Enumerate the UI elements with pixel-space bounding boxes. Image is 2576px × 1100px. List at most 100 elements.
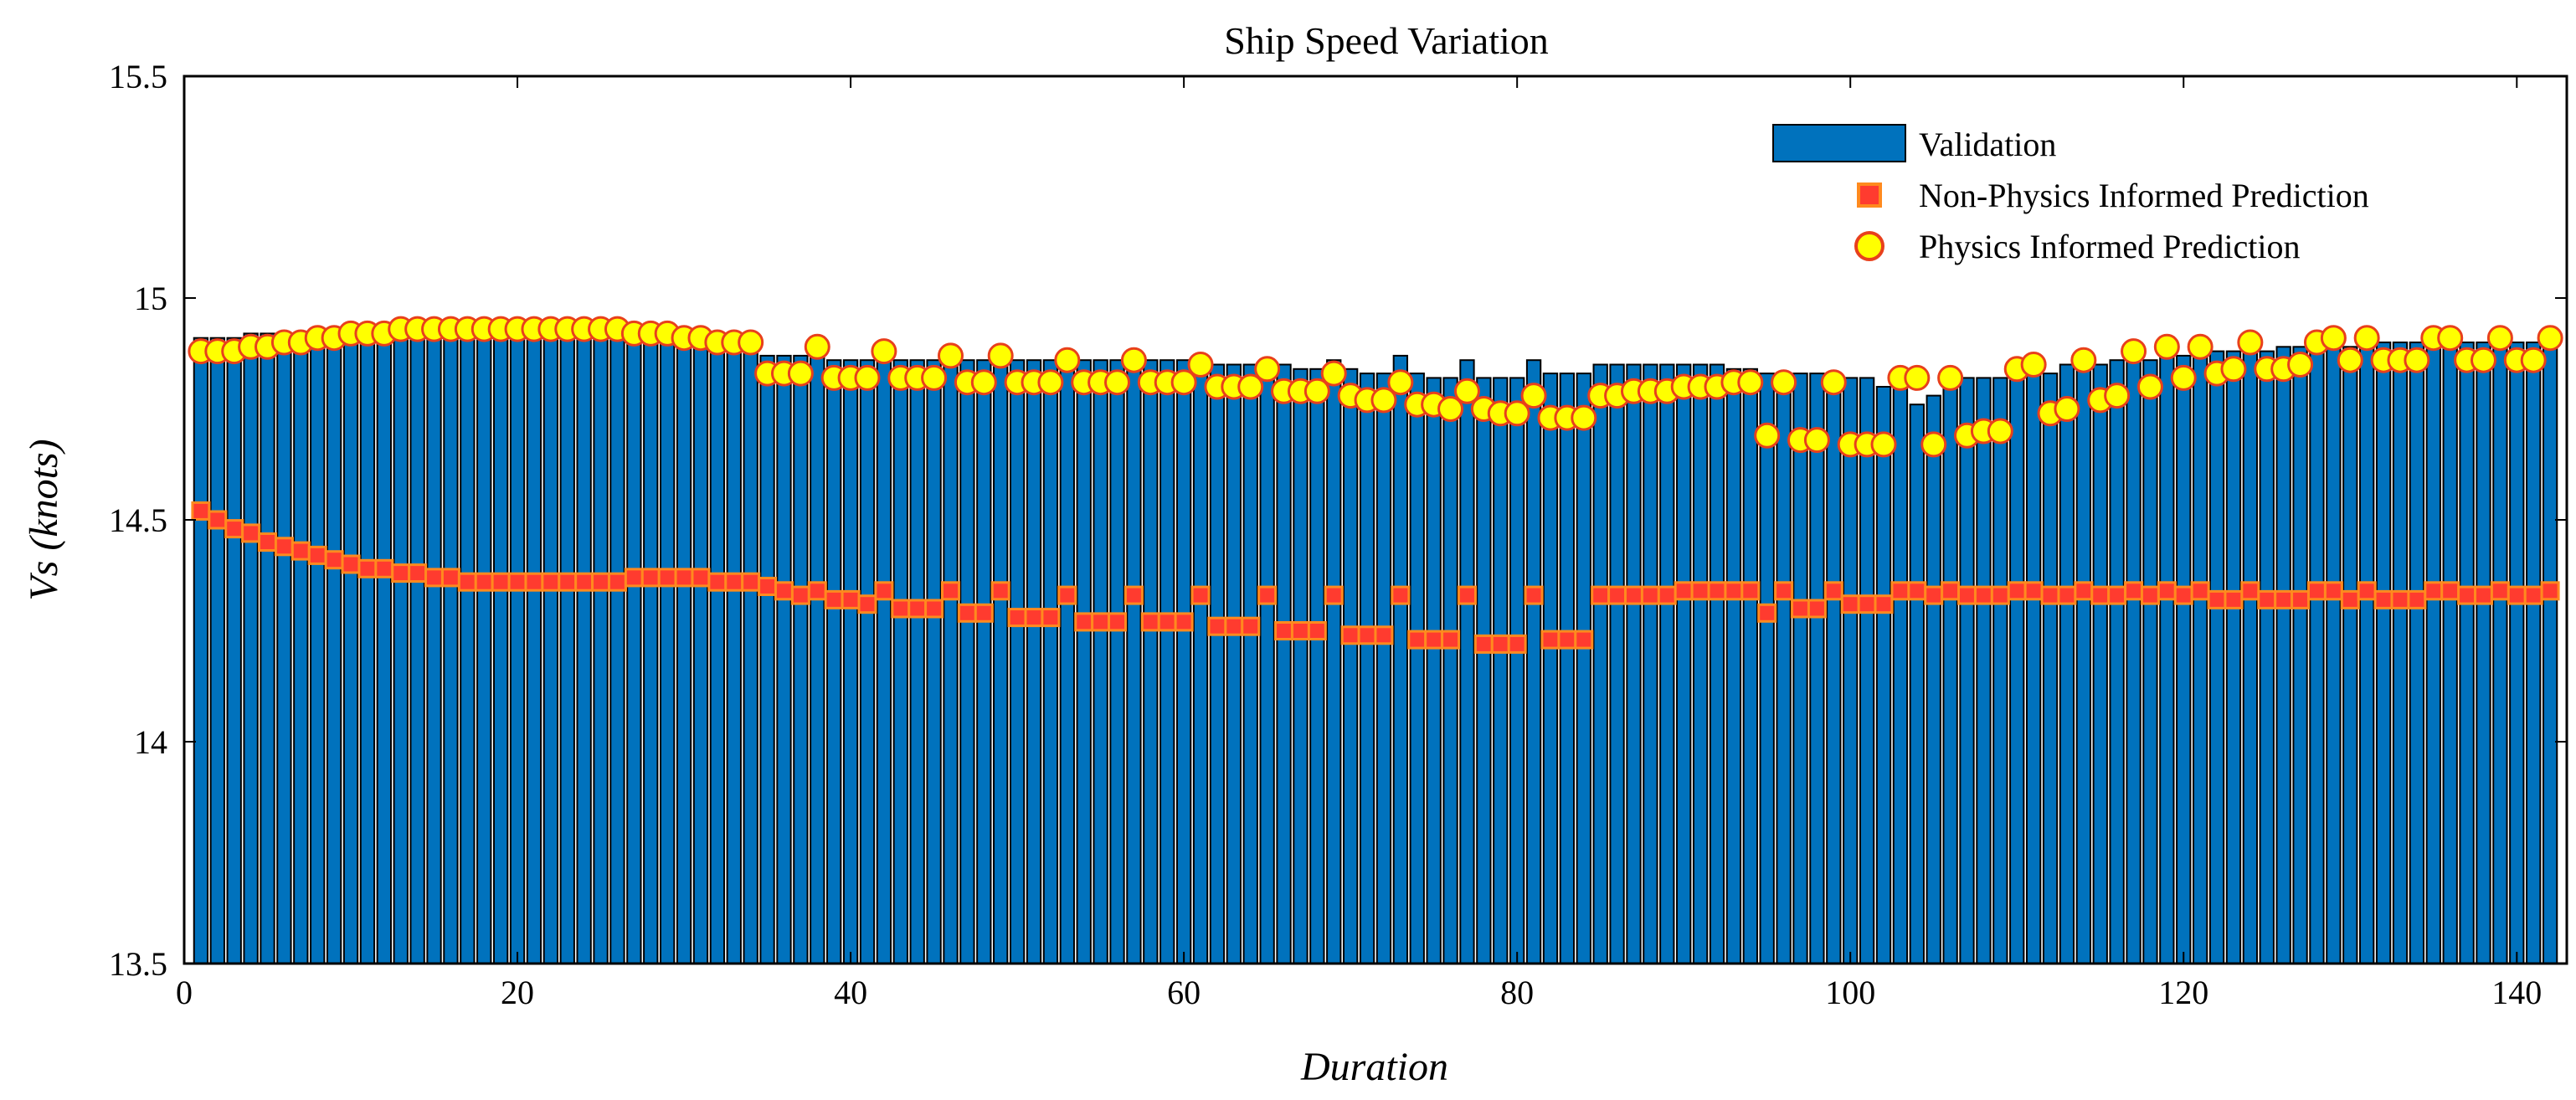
non-physics-marker: [774, 581, 794, 601]
validation-bar: [2526, 342, 2542, 964]
validation-bar: [2509, 342, 2525, 964]
non-physics-marker: [1574, 630, 1594, 650]
non-physics-marker: [1108, 612, 1128, 632]
non-physics-marker: [924, 599, 944, 619]
validation-bar: [509, 332, 526, 964]
validation-bar: [2092, 363, 2108, 964]
validation-bar: [2492, 342, 2508, 964]
validation-bar: [1159, 359, 1175, 964]
validation-bar: [1559, 373, 1576, 965]
legend-swatch-validation: [1772, 124, 1906, 162]
non-physics-marker: [1391, 585, 1411, 605]
validation-bar: [2392, 342, 2409, 964]
non-physics-marker: [1657, 585, 1677, 605]
non-physics-marker: [1123, 585, 1144, 605]
validation-bar: [276, 332, 292, 964]
non-physics-marker: [2457, 585, 2477, 605]
x-tick-label: 40: [834, 974, 867, 1011]
non-physics-marker: [2224, 589, 2244, 609]
validation-bar: [1276, 363, 1292, 964]
validation-bar: [1442, 377, 1458, 964]
validation-bar: [1826, 377, 1842, 964]
y-tick-label: 14.5: [109, 501, 167, 539]
validation-bar: [1892, 386, 1909, 964]
non-physics-marker: [2257, 589, 2277, 609]
physics-marker: [2121, 338, 2147, 365]
validation-bar: [393, 332, 409, 964]
validation-bar: [2142, 359, 2158, 964]
non-physics-marker: [1957, 585, 1977, 605]
non-physics-marker: [1140, 612, 1160, 632]
physics-marker: [1820, 369, 1847, 396]
non-physics-marker: [2424, 581, 2444, 601]
non-physics-marker: [2040, 585, 2060, 605]
non-physics-marker: [2540, 581, 2560, 601]
non-physics-marker: [457, 572, 477, 592]
validation-bar: [1309, 368, 1325, 964]
non-physics-marker: [574, 572, 594, 592]
x-tick-label: 120: [2158, 974, 2208, 1011]
non-physics-marker: [2007, 581, 2027, 601]
non-physics-marker: [591, 572, 611, 592]
validation-bar: [2292, 346, 2308, 964]
validation-bar: [759, 354, 775, 964]
validation-bar: [1409, 373, 1425, 965]
non-physics-marker: [1307, 621, 1327, 640]
non-physics-marker: [408, 563, 428, 583]
physics-marker: [1104, 369, 1131, 396]
non-physics-marker: [1823, 581, 1843, 601]
non-physics-marker: [1640, 585, 1660, 605]
validation-bar: [660, 337, 676, 964]
validation-bar: [2225, 350, 2242, 965]
physics-marker: [921, 364, 948, 391]
non-physics-marker: [524, 572, 544, 592]
validation-bar: [2075, 363, 2091, 964]
non-physics-marker: [1507, 634, 1527, 654]
non-physics-marker: [1973, 585, 1993, 605]
non-physics-marker: [1241, 616, 1261, 636]
validation-bar: [892, 359, 908, 964]
non-physics-marker: [1990, 585, 2010, 605]
x-tick-label: 140: [2491, 974, 2542, 1011]
validation-bar: [1676, 363, 1692, 964]
validation-bar: [426, 332, 442, 964]
physics-marker: [871, 338, 897, 365]
non-physics-marker: [2207, 589, 2227, 609]
physics-marker: [2520, 347, 2547, 373]
validation-bar: [2275, 346, 2291, 964]
validation-bar: [243, 332, 259, 964]
non-physics-marker: [1357, 625, 1377, 645]
physics-marker: [2353, 325, 2380, 352]
physics-marker: [738, 329, 764, 356]
non-physics-marker: [1324, 585, 1344, 605]
x-tick-label: 20: [501, 974, 534, 1011]
non-physics-prediction-markers: [191, 501, 2560, 654]
validation-bar: [1009, 359, 1026, 964]
validation-bar: [842, 359, 859, 964]
physics-marker: [1453, 378, 1480, 404]
validation-bar: [876, 359, 892, 964]
non-physics-marker: [507, 572, 527, 592]
validation-bar: [293, 332, 309, 964]
non-physics-marker: [691, 568, 711, 588]
non-physics-marker: [1941, 581, 1961, 601]
non-physics-marker: [1857, 594, 1877, 614]
physics-marker: [2187, 333, 2214, 360]
non-physics-marker: [640, 568, 661, 588]
chart-title: Ship Speed Variation: [1224, 19, 1549, 62]
physics-marker: [2320, 325, 2347, 352]
validation-bar: [692, 337, 709, 964]
x-axis-ticks: 0 20 40 60 80 100 120 140: [176, 76, 2542, 1011]
validation-bar: [2176, 354, 2192, 964]
non-physics-marker: [1557, 630, 1577, 650]
validation-bar: [193, 337, 209, 964]
validation-bar: [1209, 363, 1226, 964]
non-physics-marker: [191, 501, 211, 521]
validation-bar: [2159, 354, 2175, 964]
non-physics-marker: [2340, 589, 2360, 609]
physics-marker: [2237, 329, 2264, 356]
non-physics-marker: [1807, 599, 1827, 619]
validation-bar: [643, 337, 659, 964]
validation-bar: [2359, 342, 2375, 964]
